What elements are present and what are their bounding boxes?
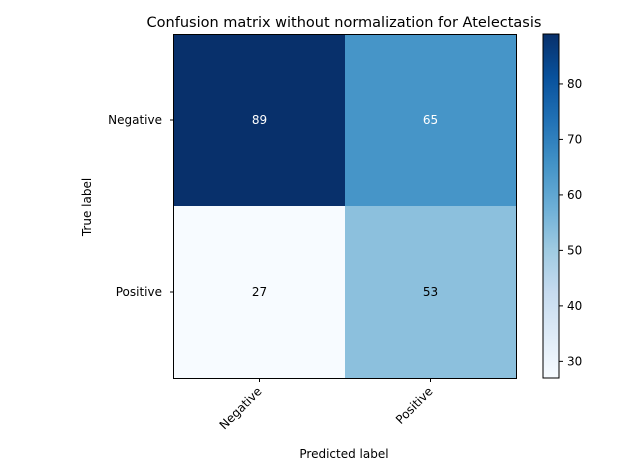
cell-value-label: 65 [423,113,438,127]
heatmap-cell [345,34,517,207]
y-axis-label: True label [80,178,94,237]
colorbar-tick-label: 60 [567,188,582,202]
heatmap-cell [345,206,517,379]
colorbar-tick-label: 30 [567,354,582,368]
colorbar-tick-label: 80 [567,77,582,91]
cell-value-label: 53 [423,285,438,299]
colorbar [542,33,560,379]
x-tick-label: Positive [393,384,436,427]
plot-frame [173,34,517,379]
x-tick-label: Negative [217,384,265,432]
cell-value-label: 89 [252,113,267,127]
chart-title: Confusion matrix without normalization f… [147,15,542,31]
heatmap-cell [174,34,346,207]
y-tick-label: Negative [108,113,162,127]
colorbar-tick-label: 70 [567,132,582,146]
cell-value-label: 27 [252,285,267,299]
colorbar-tick-label: 40 [567,299,582,313]
x-axis-label: Predicted label [299,447,388,461]
y-tick-label: Positive [116,285,162,299]
heatmap-cell [174,206,346,379]
colorbar-tick-label: 50 [567,243,582,257]
